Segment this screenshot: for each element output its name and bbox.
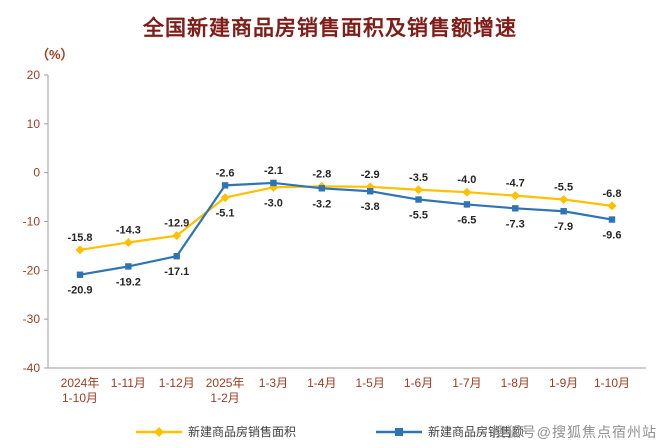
series-line-0 xyxy=(79,185,613,251)
data-label: -17.1 xyxy=(164,266,189,278)
data-label: -5.5 xyxy=(409,210,428,222)
data-label: -3.2 xyxy=(312,198,331,210)
watermark: 搜狐号@搜狐焦点宿州站 xyxy=(491,424,657,440)
square-marker xyxy=(512,205,519,212)
square-marker xyxy=(318,185,326,192)
diamond-marker xyxy=(559,195,569,205)
data-label: -4.7 xyxy=(506,178,525,190)
square-marker xyxy=(608,216,616,223)
data-label: -3.8 xyxy=(361,201,380,213)
data-label: -2.9 xyxy=(361,169,380,181)
data-label: -9.6 xyxy=(603,230,622,242)
y-tick-label: -30 xyxy=(23,312,41,326)
data-label: -2.1 xyxy=(264,165,283,177)
square-marker xyxy=(366,188,374,195)
x-tick-label: 1-11月 xyxy=(111,376,146,390)
x-tick-label: 1-12月 xyxy=(159,376,195,390)
data-label: -5.1 xyxy=(216,208,235,220)
diamond-marker xyxy=(414,185,424,195)
square-marker xyxy=(125,263,132,270)
legend-marker-sales-area-icon xyxy=(135,426,182,437)
data-label: -20.9 xyxy=(67,285,92,297)
data-label: -7.9 xyxy=(554,221,573,233)
square-marker xyxy=(463,201,471,208)
y-tick-label: 20 xyxy=(27,68,41,82)
x-tick-label: 1-7月 xyxy=(452,376,481,390)
data-label: -15.8 xyxy=(67,232,92,244)
y-axis-unit-label: （%） xyxy=(36,47,74,62)
x-tick-label: 1-6月 xyxy=(404,376,433,390)
diamond-marker xyxy=(75,245,85,255)
x-tick-label: 1-3月 xyxy=(259,376,288,390)
y-tick-label: -10 xyxy=(23,215,41,229)
legend-item-sales-amount: 新建商品房销售额 xyxy=(376,423,524,440)
x-tick-label: 1-4月 xyxy=(307,376,336,390)
data-label: -7.3 xyxy=(506,218,525,230)
data-label: -12.9 xyxy=(164,218,189,230)
x-tick-label: 1-8月 xyxy=(501,376,530,390)
square-marker xyxy=(270,179,277,187)
data-label: -2.6 xyxy=(216,167,235,179)
x-tick-label: 1-9月 xyxy=(549,376,578,390)
x-tick-label: 1-2月 xyxy=(210,391,239,405)
data-label: -3.5 xyxy=(409,172,428,184)
x-tick-label: 2024年 xyxy=(61,376,100,390)
square-marker xyxy=(560,208,567,215)
square-marker xyxy=(173,252,180,260)
data-label: -14.3 xyxy=(116,224,141,236)
square-marker xyxy=(221,182,229,189)
legend-item-sales-area: 新建商品房销售面积 xyxy=(135,423,296,440)
diamond-marker xyxy=(220,193,230,203)
x-tick-label: 1-10月 xyxy=(594,376,630,390)
diamond-marker xyxy=(607,201,617,211)
data-label: -3.0 xyxy=(264,197,283,209)
chart-title: 全国新建商品房销售面积及销售额增速 xyxy=(143,17,517,40)
y-tick-label: -40 xyxy=(23,361,41,375)
x-tick-label: 1-5月 xyxy=(356,376,385,390)
chart-legend: 新建商品房销售面积 新建商品房销售额 xyxy=(0,423,660,440)
x-tick-label: 2025年 xyxy=(206,376,245,390)
data-label: -4.0 xyxy=(457,174,476,186)
diamond-marker xyxy=(123,237,133,247)
square-marker xyxy=(76,271,84,278)
square-marker xyxy=(415,196,422,203)
diamond-marker xyxy=(172,231,182,241)
y-tick-label: 0 xyxy=(33,166,40,180)
x-tick-label: 1-10月 xyxy=(62,391,98,405)
diamond-marker xyxy=(365,182,375,192)
y-tick-label: 10 xyxy=(27,117,41,131)
series-line-1 xyxy=(79,181,613,276)
legend-marker-sales-amount-icon xyxy=(376,427,422,436)
diamond-marker xyxy=(462,187,472,197)
data-label: -5.5 xyxy=(554,182,573,194)
data-label: -19.2 xyxy=(116,276,141,288)
diamond-marker xyxy=(510,191,520,201)
data-label: -2.8 xyxy=(312,168,331,180)
data-label: -6.5 xyxy=(457,214,476,226)
legend-label-sales-amount: 新建商品房销售额 xyxy=(428,425,525,439)
y-tick-label: -20 xyxy=(23,263,41,277)
data-label: -6.8 xyxy=(603,188,622,200)
legend-label-sales-area: 新建商品房销售面积 xyxy=(187,425,296,439)
